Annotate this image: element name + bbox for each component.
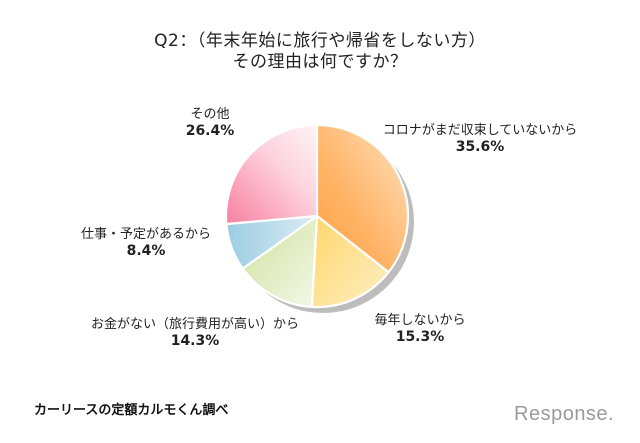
slice-other (224, 123, 319, 226)
chart-title-line1: Q2：（年末年始に旅行や帰省をしない方） (154, 31, 486, 51)
slice-no-money (241, 214, 319, 308)
slice-corona (315, 123, 410, 274)
label-text: 毎年しないから (374, 313, 466, 328)
label-text: 仕事・予定があるから (80, 227, 211, 242)
label-work: 仕事・予定があるから 8.4% (66, 226, 226, 260)
label-text: その他 (190, 107, 230, 122)
source-note: カーリースの定額カルモくん調べ (34, 403, 229, 418)
label-pct: 35.6% (455, 139, 505, 155)
label-every-year: 毎年しないから 15.3% (360, 312, 480, 346)
label-no-money: お金がない（旅行費用が高い）から 14.3% (80, 316, 310, 350)
label-corona: コロナがまだ収束していないから 35.6% (380, 122, 580, 156)
chart-title-line2: その理由は何ですか？ (232, 52, 408, 72)
label-pct: 26.4% (185, 123, 235, 139)
label-other: その他 26.4% (170, 106, 250, 140)
label-text: コロナがまだ収束していないから (382, 123, 578, 138)
label-pct: 14.3% (170, 333, 220, 349)
label-pct: 15.3% (395, 329, 445, 345)
response-logo: Response. (514, 403, 615, 425)
label-pct: 8.4% (126, 243, 166, 259)
label-text: お金がない（旅行費用が高い）から (90, 317, 299, 332)
slice-every-year (310, 214, 390, 309)
